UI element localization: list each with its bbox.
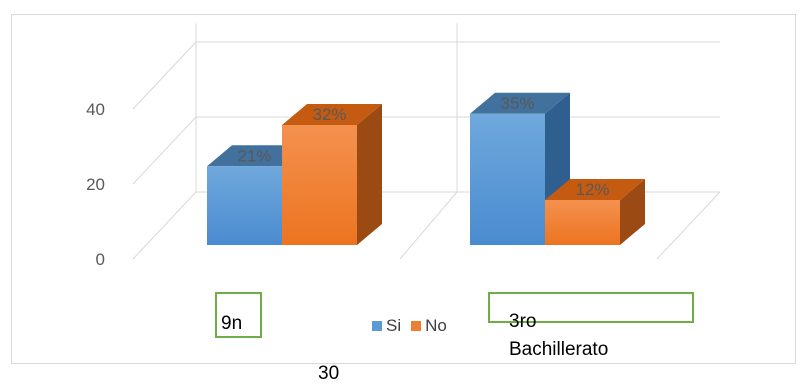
legend-swatch-no — [411, 321, 422, 331]
floor-divider — [399, 191, 458, 260]
chart-area — [11, 14, 796, 364]
category-label-3ro: 3ro — [509, 311, 537, 332]
y-tick-label-0: 0 — [96, 250, 105, 269]
category-label-bachillerato: Bachillerato — [509, 339, 609, 360]
legend-label-si: Si — [386, 316, 402, 335]
bar-no-0 — [282, 125, 357, 245]
floor-right-edge — [656, 191, 721, 260]
legend-item-no: No — [411, 316, 447, 336]
data-label-si-0: 21% — [237, 146, 271, 165]
y-tick-label-40: 40 — [86, 100, 105, 119]
legend-swatch-si — [372, 321, 382, 331]
data-label-no-0: 32% — [312, 105, 346, 124]
bar-no-1 — [545, 200, 620, 245]
bars — [207, 92, 645, 245]
data-label-si-1: 35% — [500, 94, 534, 113]
bar-top-no-0 — [282, 104, 382, 125]
gridline-side-40 — [132, 41, 197, 110]
bar-top-si-1 — [470, 92, 570, 114]
y-tick-label-20: 20 — [86, 175, 105, 194]
page-number: 30 — [318, 363, 340, 384]
legend-item-si: Si — [372, 316, 401, 336]
category-box-9n — [215, 292, 262, 338]
bar-si-1 — [470, 113, 545, 245]
gridline-side-0 — [132, 191, 197, 260]
bar-side-no-0 — [357, 104, 382, 245]
category-label-9n: 9n — [221, 313, 243, 334]
legend: Si No — [372, 316, 457, 336]
gridline-side-20 — [132, 116, 197, 185]
data-label-no-1: 12% — [575, 180, 609, 199]
legend-label-no: No — [425, 316, 447, 335]
bar-si-0 — [207, 166, 282, 245]
bar-side-no-1 — [620, 179, 645, 245]
y-axis-ticks: 0 20 40 — [86, 100, 105, 269]
category-box-3ro-bachillerato — [488, 292, 694, 323]
bar-top-no-1 — [545, 179, 645, 200]
data-labels: 21% 32% 35% 12% — [237, 94, 609, 199]
